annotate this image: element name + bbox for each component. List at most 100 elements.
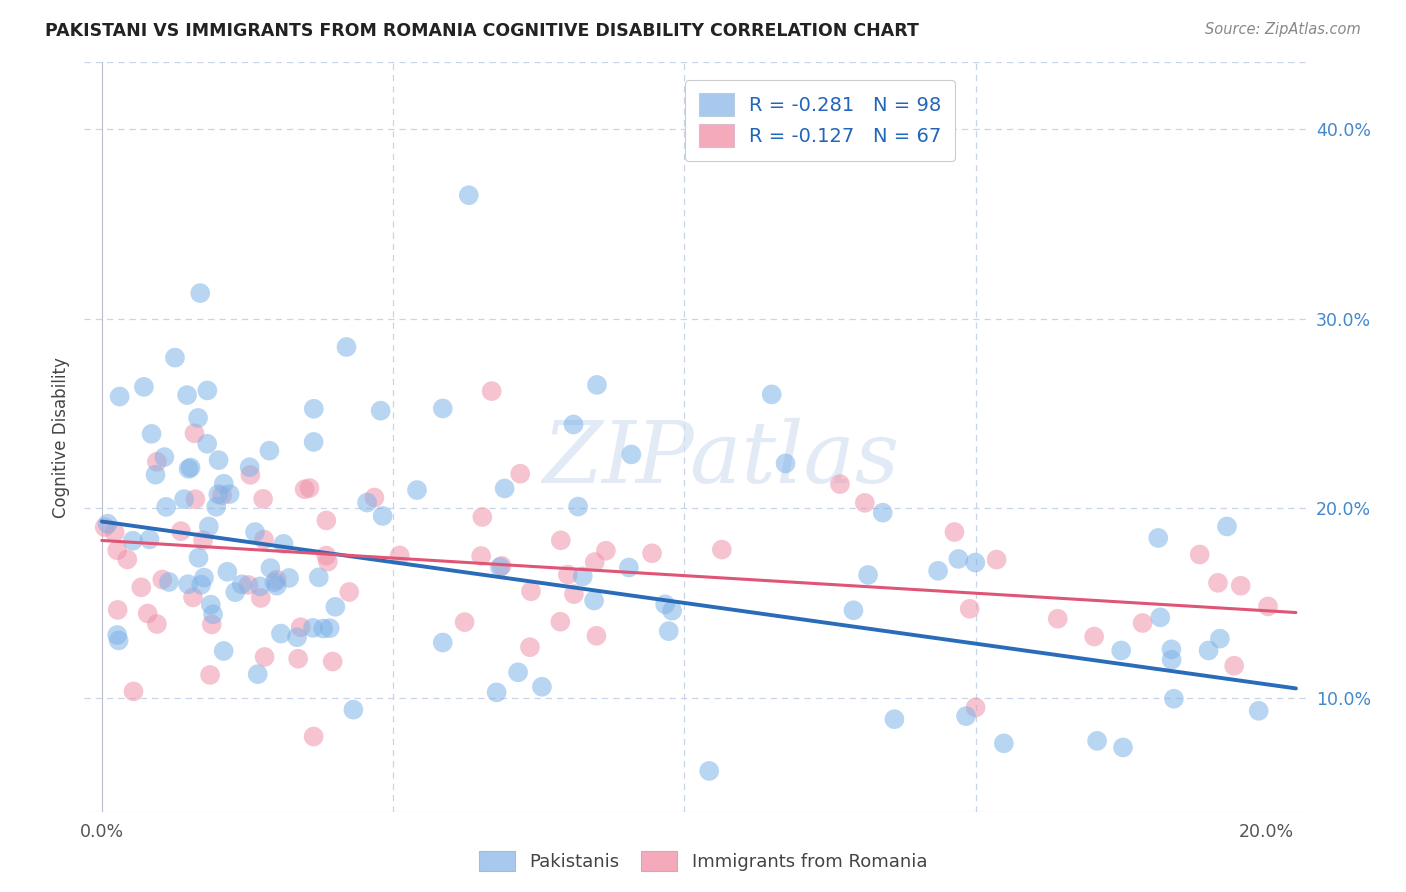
Point	[136, 607, 159, 621]
Point	[697, 764, 720, 778]
Point	[583, 555, 606, 569]
Point	[842, 603, 865, 617]
Point	[993, 736, 1015, 750]
Point	[246, 667, 269, 681]
Point	[217, 565, 239, 579]
Point	[471, 510, 494, 524]
Point	[207, 453, 229, 467]
Point	[1188, 548, 1211, 562]
Point	[287, 651, 309, 665]
Point	[163, 351, 186, 365]
Point	[285, 630, 308, 644]
Point	[170, 524, 193, 538]
Point	[212, 644, 235, 658]
Point	[571, 569, 593, 583]
Point	[198, 668, 221, 682]
Point	[872, 506, 894, 520]
Point	[141, 426, 163, 441]
Point	[117, 552, 139, 566]
Point	[562, 417, 585, 432]
Point	[253, 533, 276, 547]
Point	[453, 615, 475, 629]
Point	[138, 533, 160, 547]
Text: Source: ZipAtlas.com: Source: ZipAtlas.com	[1205, 22, 1361, 37]
Point	[1112, 740, 1135, 755]
Point	[520, 584, 543, 599]
Point	[550, 533, 572, 548]
Point	[1149, 610, 1171, 624]
Point	[231, 577, 253, 591]
Point	[312, 622, 335, 636]
Point	[519, 640, 541, 655]
Point	[290, 620, 312, 634]
Point	[853, 496, 876, 510]
Point	[432, 635, 454, 649]
Point	[323, 599, 346, 614]
Point	[557, 567, 579, 582]
Point	[986, 552, 1008, 566]
Point	[239, 467, 262, 482]
Point	[530, 680, 553, 694]
Point	[270, 626, 292, 640]
Point	[104, 525, 127, 540]
Point	[263, 575, 285, 590]
Point	[322, 655, 344, 669]
Point	[181, 591, 204, 605]
Point	[586, 378, 609, 392]
Point	[595, 543, 617, 558]
Point	[617, 560, 640, 574]
Point	[318, 621, 340, 635]
Point	[121, 533, 143, 548]
Point	[173, 492, 195, 507]
Point	[550, 615, 572, 629]
Point	[406, 483, 429, 497]
Point	[193, 571, 215, 585]
Text: PAKISTANI VS IMMIGRANTS FROM ROMANIA COGNITIVE DISABILITY CORRELATION CHART: PAKISTANI VS IMMIGRANTS FROM ROMANIA COG…	[45, 22, 920, 40]
Point	[457, 188, 479, 202]
Point	[308, 570, 330, 584]
Point	[965, 556, 987, 570]
Point	[184, 492, 207, 507]
Point	[249, 579, 271, 593]
Point	[654, 597, 676, 611]
Point	[955, 709, 977, 723]
Point	[959, 601, 981, 615]
Point	[190, 577, 212, 591]
Point	[489, 560, 512, 574]
Point	[775, 457, 797, 471]
Point	[883, 712, 905, 726]
Point	[965, 700, 987, 714]
Point	[157, 574, 180, 589]
Point	[252, 491, 274, 506]
Point	[470, 549, 492, 563]
Point	[239, 460, 262, 475]
Point	[198, 519, 221, 533]
Point	[567, 500, 589, 514]
Point	[315, 549, 337, 563]
Point	[107, 633, 129, 648]
Point	[1209, 632, 1232, 646]
Legend: Pakistanis, Immigrants from Romania: Pakistanis, Immigrants from Romania	[471, 844, 935, 879]
Point	[187, 550, 209, 565]
Point	[266, 579, 288, 593]
Point	[506, 665, 529, 680]
Point	[509, 467, 531, 481]
Point	[371, 508, 394, 523]
Point	[243, 524, 266, 539]
Point	[224, 585, 246, 599]
Point	[93, 520, 115, 534]
Point	[205, 500, 228, 514]
Point	[122, 684, 145, 698]
Point	[177, 577, 200, 591]
Point	[388, 549, 411, 563]
Point	[356, 495, 378, 509]
Point	[201, 617, 224, 632]
Point	[302, 730, 325, 744]
Point	[200, 598, 222, 612]
Point	[176, 388, 198, 402]
Point	[155, 500, 177, 514]
Point	[187, 411, 209, 425]
Point	[342, 703, 364, 717]
Point	[1109, 643, 1132, 657]
Point	[191, 533, 214, 548]
